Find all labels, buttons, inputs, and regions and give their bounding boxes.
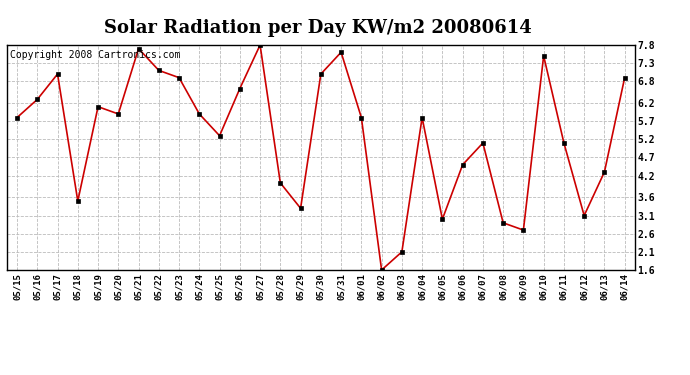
Text: Solar Radiation per Day KW/m2 20080614: Solar Radiation per Day KW/m2 20080614 [104,19,531,37]
Text: Copyright 2008 Cartronics.com: Copyright 2008 Cartronics.com [10,50,180,60]
